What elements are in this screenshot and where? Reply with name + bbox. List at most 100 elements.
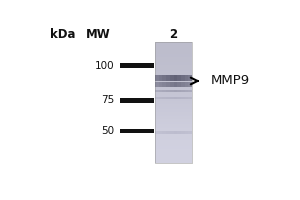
Bar	[155, 53, 192, 54]
Bar	[155, 65, 192, 67]
Bar	[159, 131, 162, 134]
Bar	[155, 89, 192, 91]
Bar	[185, 97, 188, 99]
Bar	[188, 131, 192, 134]
Bar	[155, 161, 192, 163]
Bar	[155, 80, 192, 82]
Bar	[155, 116, 192, 118]
Bar	[155, 121, 192, 122]
Bar	[155, 42, 192, 44]
Bar	[155, 47, 192, 48]
Bar	[155, 158, 192, 160]
Bar	[170, 90, 173, 92]
Bar	[166, 131, 170, 134]
Text: 75: 75	[101, 95, 114, 105]
Bar	[155, 125, 192, 127]
Text: kDa: kDa	[50, 28, 76, 41]
Bar	[155, 107, 192, 109]
Bar	[177, 82, 181, 87]
Bar	[155, 100, 192, 101]
Bar	[155, 59, 192, 60]
Bar	[155, 127, 192, 128]
Bar	[155, 131, 192, 133]
Bar	[155, 149, 192, 151]
Bar	[155, 82, 159, 87]
Bar	[155, 44, 192, 45]
Bar	[155, 148, 192, 149]
Bar	[162, 82, 166, 87]
Bar	[173, 82, 177, 87]
Bar	[185, 131, 188, 134]
Text: 100: 100	[94, 61, 114, 71]
Bar	[159, 75, 162, 81]
Bar	[155, 103, 192, 104]
Bar	[155, 128, 192, 130]
Bar	[177, 97, 181, 99]
Bar	[170, 97, 173, 99]
Bar	[155, 75, 159, 81]
Bar	[155, 110, 192, 112]
Bar	[173, 90, 177, 92]
Bar	[155, 104, 192, 106]
Bar	[155, 145, 192, 146]
Bar	[155, 130, 192, 131]
Bar	[155, 88, 192, 89]
Bar	[166, 90, 170, 92]
Text: 50: 50	[101, 126, 114, 136]
Bar	[155, 136, 192, 137]
Bar	[155, 94, 192, 95]
Bar	[155, 74, 192, 76]
Bar	[155, 134, 192, 136]
Bar	[155, 137, 192, 139]
Bar	[155, 109, 192, 110]
Bar	[177, 75, 181, 81]
Bar	[155, 86, 192, 88]
Bar	[155, 98, 192, 100]
Bar	[177, 90, 181, 92]
Bar	[155, 113, 192, 115]
Text: 2: 2	[169, 28, 178, 41]
Bar	[155, 143, 192, 145]
Bar	[159, 82, 162, 87]
Bar	[185, 75, 188, 81]
Bar	[155, 51, 192, 53]
Bar	[155, 42, 192, 163]
Bar	[181, 75, 185, 81]
Bar	[155, 68, 192, 70]
Bar	[120, 129, 154, 133]
Bar	[173, 131, 177, 134]
Bar	[181, 90, 185, 92]
Bar	[155, 119, 192, 121]
Bar	[166, 82, 170, 87]
Bar	[155, 50, 192, 51]
Bar	[155, 151, 192, 152]
Bar	[185, 82, 188, 87]
Bar	[155, 124, 192, 125]
Bar	[170, 131, 173, 134]
Bar	[188, 97, 192, 99]
Bar	[155, 160, 192, 161]
Bar	[181, 131, 185, 134]
Bar	[155, 154, 192, 155]
Text: MW: MW	[85, 28, 110, 41]
Bar	[155, 60, 192, 62]
Bar	[166, 75, 170, 81]
Bar	[155, 79, 192, 80]
Bar	[177, 131, 181, 134]
Bar	[155, 67, 192, 68]
Bar	[159, 90, 162, 92]
Bar	[173, 97, 177, 99]
Bar	[155, 115, 192, 116]
Bar	[188, 90, 192, 92]
Bar	[155, 101, 192, 103]
Bar	[155, 77, 192, 79]
Bar	[155, 139, 192, 140]
Bar	[120, 98, 154, 103]
Bar	[166, 97, 170, 99]
Bar	[155, 85, 192, 86]
Bar	[155, 157, 192, 158]
Bar	[155, 133, 192, 134]
Bar	[162, 75, 166, 81]
Bar	[155, 57, 192, 59]
Bar	[155, 140, 192, 142]
